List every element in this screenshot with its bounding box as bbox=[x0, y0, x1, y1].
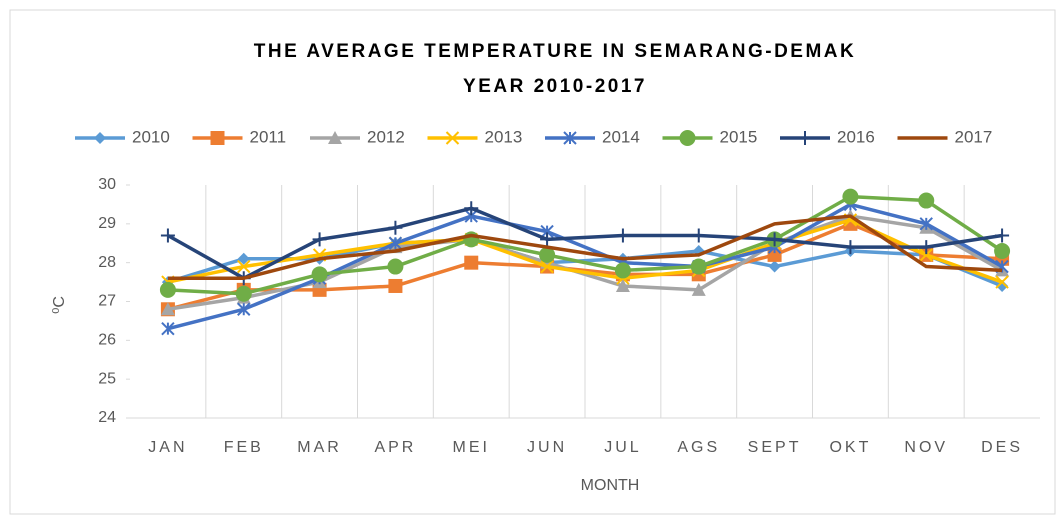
marker bbox=[464, 255, 479, 270]
marker bbox=[445, 131, 460, 145]
x-tick-label: AGS bbox=[677, 439, 720, 456]
chart-title: YEAR 2010-2017 bbox=[463, 76, 647, 97]
marker bbox=[388, 236, 403, 250]
marker bbox=[798, 131, 812, 145]
legend-label: 2011 bbox=[250, 127, 287, 146]
marker bbox=[919, 240, 934, 255]
marker bbox=[996, 279, 1009, 292]
marker bbox=[328, 131, 342, 144]
series-line bbox=[167, 237, 1003, 288]
legend-label: 2017 bbox=[955, 127, 993, 146]
x-tick-label: OKT bbox=[829, 439, 871, 456]
series-line bbox=[167, 222, 1003, 311]
x-tick-label: JUL bbox=[604, 439, 641, 456]
series-line bbox=[167, 194, 1004, 296]
marker bbox=[94, 132, 106, 144]
marker bbox=[388, 278, 403, 293]
legend-label: 2012 bbox=[367, 127, 405, 146]
x-tick-label: APR bbox=[374, 439, 416, 456]
legend-label: 2010 bbox=[132, 127, 170, 146]
legend-label: 2014 bbox=[602, 127, 640, 146]
y-tick-label: 29 bbox=[98, 215, 116, 232]
marker bbox=[918, 192, 935, 209]
marker bbox=[539, 246, 556, 263]
marker bbox=[540, 259, 554, 274]
marker bbox=[843, 240, 858, 255]
series-line bbox=[167, 202, 1003, 331]
marker bbox=[615, 228, 630, 243]
legend-label: 2016 bbox=[837, 127, 875, 146]
marker bbox=[160, 228, 175, 243]
marker bbox=[679, 130, 696, 146]
y-tick-label: 26 bbox=[98, 332, 116, 349]
x-tick-label: MEI bbox=[453, 439, 490, 456]
x-tick-label: FEB bbox=[224, 439, 264, 456]
marker bbox=[690, 258, 707, 275]
marker bbox=[210, 131, 225, 145]
y-tick-label: 25 bbox=[98, 370, 116, 387]
marker bbox=[768, 260, 781, 273]
marker bbox=[919, 217, 933, 231]
marker bbox=[237, 302, 251, 316]
x-tick-label: SEPT bbox=[748, 439, 802, 456]
y-tick-label: 30 bbox=[98, 176, 116, 193]
marker bbox=[464, 201, 479, 216]
y-tick-label: 27 bbox=[98, 293, 116, 310]
marker bbox=[311, 266, 328, 283]
legend-label: 2015 bbox=[720, 127, 758, 146]
marker bbox=[387, 258, 404, 275]
marker bbox=[994, 243, 1011, 260]
marker bbox=[160, 302, 175, 316]
marker bbox=[235, 285, 252, 302]
y-tick-label: 24 bbox=[98, 409, 116, 426]
legend-label: 2013 bbox=[485, 127, 523, 146]
marker bbox=[691, 282, 706, 296]
marker bbox=[563, 131, 577, 145]
marker bbox=[161, 321, 175, 336]
marker bbox=[995, 275, 1009, 289]
series-line bbox=[167, 214, 1003, 280]
marker bbox=[615, 278, 630, 292]
x-axis-label: MONTH bbox=[581, 477, 640, 494]
chart-title: THE AVERAGE TEMPERATURE IN SEMARANG-DEMA… bbox=[254, 41, 857, 62]
y-tick-label: 28 bbox=[98, 254, 116, 271]
marker bbox=[237, 252, 250, 265]
marker bbox=[995, 228, 1010, 243]
x-tick-label: NOV bbox=[904, 439, 948, 456]
marker bbox=[919, 248, 933, 262]
series-line bbox=[167, 206, 1003, 280]
x-tick-label: JAN bbox=[148, 439, 187, 456]
marker bbox=[237, 259, 251, 274]
marker bbox=[159, 281, 176, 298]
marker bbox=[614, 262, 631, 279]
y-axis-label: ⁰C bbox=[51, 296, 68, 314]
x-tick-label: DES bbox=[981, 439, 1023, 456]
marker bbox=[842, 188, 859, 205]
marker bbox=[767, 232, 782, 247]
x-tick-label: MAR bbox=[297, 439, 342, 456]
marker bbox=[540, 232, 555, 247]
marker bbox=[388, 220, 403, 235]
x-tick-label: JUN bbox=[527, 439, 567, 456]
marker bbox=[312, 232, 327, 247]
marker bbox=[691, 228, 706, 243]
